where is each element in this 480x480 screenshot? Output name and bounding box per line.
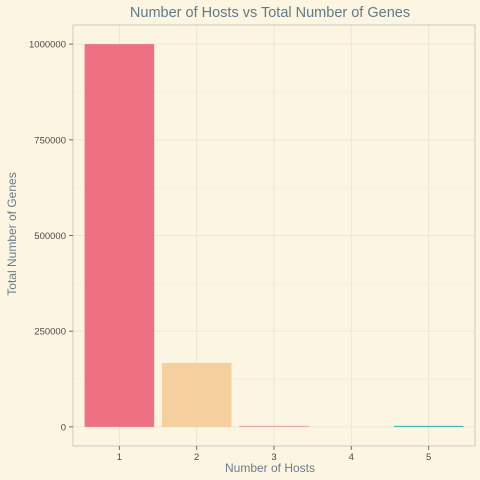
y-tick-label: 0: [61, 422, 66, 433]
y-axis-title: Total Number of Genes: [5, 172, 19, 295]
x-tick-label: 5: [426, 452, 431, 463]
x-tick-label: 2: [194, 452, 199, 463]
x-tick-label: 3: [271, 452, 276, 463]
y-tick-label: 1000000: [29, 40, 66, 51]
bars: [84, 44, 464, 427]
y-tick-label: 750000: [34, 135, 66, 146]
y-tick-label: 500000: [34, 231, 66, 242]
chart-title: Number of Hosts vs Total Number of Genes: [130, 5, 410, 21]
bar-hosts-2: [161, 362, 232, 427]
x-axis-title: Number of Hosts: [225, 461, 315, 475]
axis-ticks: 0 250000 500000 750000 1000000 1 2 3 4 5: [29, 40, 431, 463]
bar-hosts-5: [393, 425, 464, 427]
bar-hosts-1: [84, 44, 155, 427]
x-tick-label: 4: [349, 452, 354, 463]
y-tick-label: 250000: [34, 327, 66, 338]
x-tick-label: 1: [117, 452, 122, 463]
bar-hosts-3: [239, 425, 309, 427]
